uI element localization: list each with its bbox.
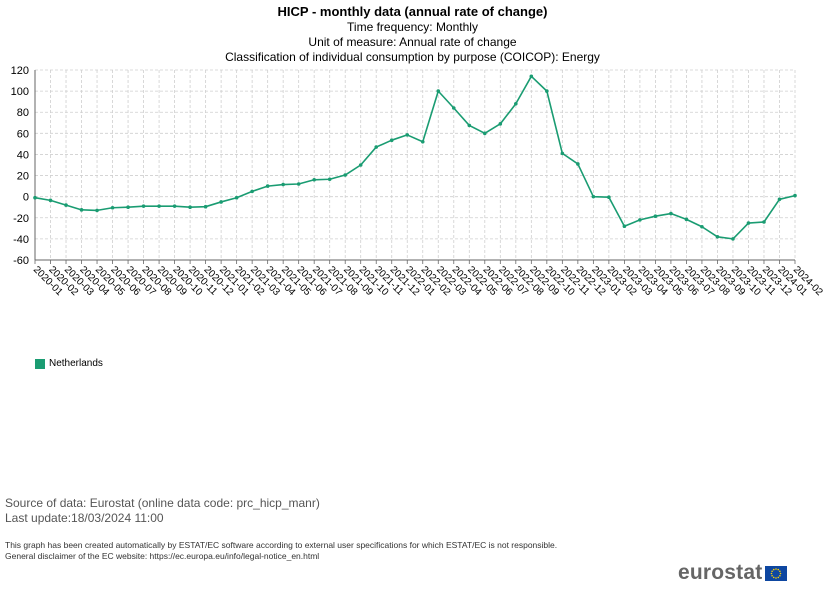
data-point [793, 193, 797, 198]
data-point [296, 182, 301, 186]
chart-subtitle-classification: Classification of individual consumption… [225, 50, 600, 64]
chart-titles: HICP - monthly data (annual rate of chan… [0, 4, 825, 65]
data-point [48, 198, 53, 203]
data-point [420, 139, 425, 144]
legend-label: Netherlands [49, 358, 103, 369]
y-tick-label: 40 [17, 149, 29, 161]
data-point [451, 106, 456, 110]
data-point [250, 189, 254, 194]
source-info: Source of data: Eurostat (online data co… [5, 496, 320, 526]
chart-title: HICP - monthly data (annual rate of chan… [277, 4, 548, 19]
data-point [172, 204, 177, 208]
data-point [482, 131, 487, 136]
data-point [653, 214, 658, 218]
disclaimer-text: This graph has been created automaticall… [5, 540, 558, 550]
data-point [622, 224, 627, 229]
line-chart: 120 100 80 60 40 20 0 -20 -40 -60 2020-012020-022… [11, 65, 825, 298]
data-point [234, 195, 239, 200]
data-point [514, 101, 518, 106]
data-point [389, 138, 394, 142]
data-point [126, 205, 130, 210]
data-point [576, 162, 580, 166]
data-point [327, 177, 332, 182]
chart-grid [34, 69, 796, 261]
data-point [358, 163, 363, 167]
data-point [33, 195, 37, 200]
data-point [141, 204, 146, 208]
eu-flag-icon [765, 565, 788, 581]
data-point [591, 194, 596, 199]
data-point [545, 89, 549, 93]
data-point [374, 145, 379, 149]
data-point [265, 184, 270, 188]
data-point [715, 234, 720, 239]
chart-legend: Netherlands [35, 358, 103, 369]
disclaimer-link-text: General disclaimer of the EC website: ht… [5, 551, 320, 561]
data-point [343, 173, 348, 177]
y-tick-label: 60 [17, 128, 29, 140]
data-point [281, 182, 285, 187]
data-point [436, 89, 441, 93]
data-point [312, 177, 316, 182]
y-tick-label: -40 [13, 234, 29, 246]
data-point [188, 205, 192, 210]
y-tick-label: -20 [13, 213, 29, 225]
data-point [219, 200, 223, 204]
chart-subtitle-frequency: Time frequency: Monthly [347, 20, 478, 34]
data-point [607, 195, 611, 199]
data-point [731, 237, 735, 241]
y-tick-label: 80 [17, 107, 29, 119]
data-point [79, 208, 84, 212]
data-point [746, 221, 751, 225]
data-point [498, 122, 503, 126]
data-point [529, 74, 534, 79]
data-point [64, 203, 68, 207]
disclaimer: This graph has been created automaticall… [5, 540, 557, 562]
data-point [203, 204, 208, 209]
data-point [467, 123, 472, 128]
data-point [405, 133, 410, 137]
data-point [669, 211, 673, 216]
data-point [684, 217, 689, 222]
legend-swatch [35, 358, 45, 369]
data-point [157, 204, 161, 208]
chart-series [33, 74, 797, 241]
y-tick-label: 100 [11, 86, 29, 98]
data-point [777, 197, 782, 202]
series-line-netherlands [34, 75, 796, 240]
data-point [95, 208, 99, 213]
y-tick-label: 0 [23, 192, 29, 204]
x-axis: 2020-012020-022020-032020-042020-052020-… [31, 259, 825, 298]
eurostat-logo: eurostat [678, 561, 788, 585]
y-tick-label: 20 [17, 171, 29, 183]
chart-subtitle-unit: Unit of measure: Annual rate of change [308, 35, 517, 49]
y-tick-label: -60 [13, 255, 29, 267]
eurostat-logo-text: eurostat [678, 561, 763, 584]
data-point [762, 220, 766, 224]
last-update-text: Last update:18/03/2024 11:00 [5, 511, 164, 525]
source-text: Source of data: Eurostat (online data co… [5, 496, 320, 510]
y-axis: 120 100 80 60 40 20 0 -20 -40 -60 [11, 65, 36, 267]
data-point [560, 151, 565, 156]
y-tick-label: 120 [11, 65, 29, 77]
data-point [638, 218, 642, 222]
data-point [700, 224, 704, 229]
data-point [110, 205, 115, 210]
